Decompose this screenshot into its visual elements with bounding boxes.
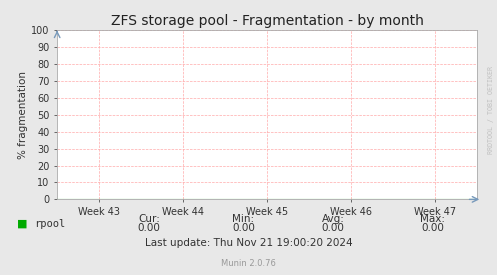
Y-axis label: % fragmentation: % fragmentation: [18, 71, 28, 159]
Title: ZFS storage pool - Fragmentation - by month: ZFS storage pool - Fragmentation - by mo…: [111, 14, 423, 28]
Text: Munin 2.0.76: Munin 2.0.76: [221, 260, 276, 268]
Text: RRDTOOL / TOBI OETIKER: RRDTOOL / TOBI OETIKER: [488, 66, 494, 154]
Text: 0.00: 0.00: [421, 223, 444, 233]
Text: rpool: rpool: [34, 219, 65, 229]
Text: 0.00: 0.00: [138, 223, 161, 233]
Text: 0.00: 0.00: [322, 223, 344, 233]
Text: Last update: Thu Nov 21 19:00:20 2024: Last update: Thu Nov 21 19:00:20 2024: [145, 238, 352, 248]
Text: Max:: Max:: [420, 214, 445, 224]
Text: Min:: Min:: [233, 214, 254, 224]
Text: Cur:: Cur:: [138, 214, 160, 224]
Text: ■: ■: [17, 219, 28, 229]
Text: Avg:: Avg:: [322, 214, 344, 224]
Text: 0.00: 0.00: [232, 223, 255, 233]
